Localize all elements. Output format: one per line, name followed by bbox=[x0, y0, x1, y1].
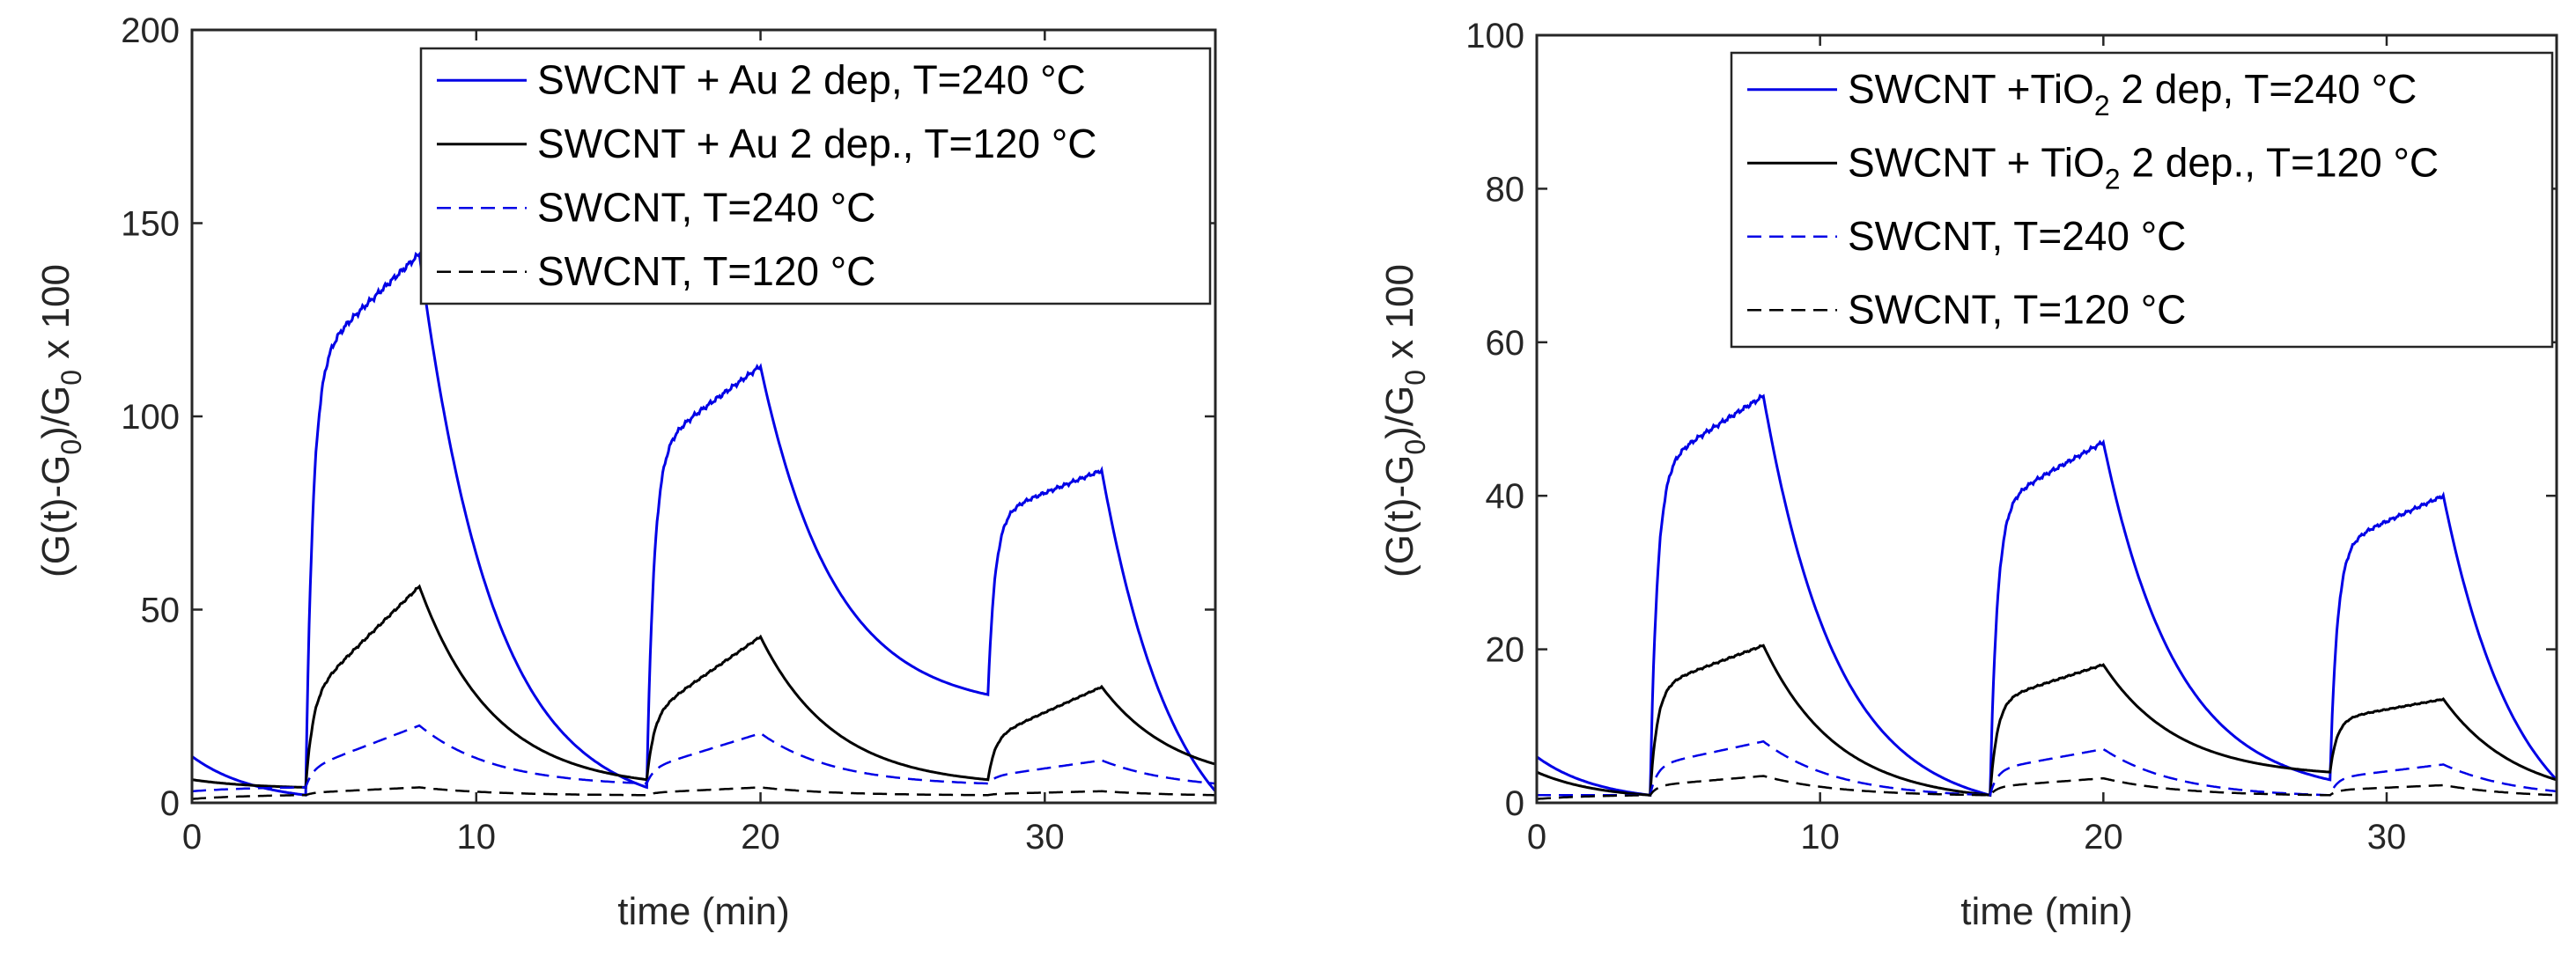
legend-entry: SWCNT + TiO2 2 dep., T=120 °C bbox=[1747, 139, 2439, 195]
x-tick-label: 0 bbox=[1527, 818, 1546, 857]
legend-label-post: 2 dep, T=240 °C bbox=[2110, 66, 2417, 112]
y-axis-label-sub1: 0 bbox=[55, 439, 87, 455]
y-tick-label: 80 bbox=[1486, 170, 1525, 209]
ticks-layer: 0 10 20 30 0 50 100 150 200 bbox=[121, 11, 1215, 857]
y-axis-label-mid: )/G bbox=[1378, 386, 1421, 439]
legend-entry: SWCNT, T=240 °C bbox=[1747, 213, 2186, 259]
legend-label: SWCNT, T=240 °C bbox=[537, 184, 875, 230]
y-tick-label: 50 bbox=[141, 592, 181, 630]
y-tick-label: 40 bbox=[1486, 477, 1525, 516]
x-tick-label: 20 bbox=[741, 818, 780, 857]
y-axis-label-mid: )/G bbox=[34, 386, 78, 439]
legend-entry: SWCNT + Au 2 dep., T=120 °C bbox=[437, 121, 1096, 166]
legend: SWCNT +TiO2 2 dep, T=240 °C SWCNT + TiO2… bbox=[1730, 51, 2554, 349]
y-tick-label: 200 bbox=[121, 11, 180, 50]
x-tick-label: 10 bbox=[457, 818, 497, 857]
series-line bbox=[1536, 393, 2558, 798]
y-axis-label-sub2: 0 bbox=[1399, 370, 1431, 386]
legend-label-text: SWCNT, T=240 °C bbox=[537, 184, 875, 230]
legend-entry: SWCNT, T=120 °C bbox=[1747, 286, 2186, 332]
legend-box bbox=[419, 47, 1212, 305]
series-line bbox=[191, 251, 1217, 797]
x-axis-label: time (min) bbox=[1960, 890, 2133, 933]
y-axis-label: (G(t)-G0)/G0 x 100 bbox=[1378, 264, 1431, 577]
legend-entry: SWCNT + Au 2 dep, T=240 °C bbox=[437, 56, 1086, 102]
y-axis-label-pre: (G(t)-G bbox=[1378, 455, 1421, 577]
ticks-layer: 0 10 20 30 0 20 40 60 80 100 bbox=[1465, 17, 2557, 857]
legend-label: SWCNT, T=120 °C bbox=[537, 248, 875, 294]
y-axis-label: (G(t)-G0)/G0 x 100 bbox=[34, 264, 87, 577]
y-tick-label: 0 bbox=[160, 784, 180, 823]
legend-label-sub: 2 bbox=[2094, 90, 2110, 121]
legend-box bbox=[1730, 51, 2554, 349]
legend-entry: SWCNT +TiO2 2 dep, T=240 °C bbox=[1747, 66, 2417, 121]
legend-label: SWCNT + Au 2 dep, T=240 °C bbox=[537, 56, 1086, 102]
y-axis-label-sub1: 0 bbox=[1399, 439, 1431, 455]
legend-label-text: SWCNT, T=240 °C bbox=[1848, 213, 2186, 259]
legend-label-text: SWCNT + Au 2 dep., T=120 °C bbox=[537, 121, 1096, 166]
legend-label-text: SWCNT, T=120 °C bbox=[537, 248, 875, 294]
legend-label-text: SWCNT + TiO bbox=[1848, 139, 2105, 185]
legend-label-sub: 2 bbox=[2105, 163, 2121, 195]
y-axis-label-post: x 100 bbox=[1378, 264, 1421, 370]
legend-label-text: SWCNT + Au 2 dep, T=240 °C bbox=[537, 56, 1086, 102]
legend-label: SWCNT +TiO2 2 dep, T=240 °C bbox=[1848, 66, 2417, 121]
series-line bbox=[1536, 775, 2558, 800]
y-axis-label-post: x 100 bbox=[34, 264, 78, 370]
y-tick-label: 150 bbox=[121, 205, 180, 244]
series-line bbox=[191, 786, 1215, 800]
series-line bbox=[191, 584, 1216, 789]
legend-label-text: SWCNT +TiO bbox=[1848, 66, 2094, 112]
x-tick-label: 0 bbox=[182, 818, 202, 857]
x-tick-label: 30 bbox=[2367, 818, 2407, 857]
x-axis-label: time (min) bbox=[617, 890, 790, 933]
plot-frame bbox=[1535, 33, 2558, 805]
series-line bbox=[1536, 643, 2558, 797]
legend-label-text: SWCNT, T=120 °C bbox=[1848, 286, 2186, 332]
series-layer bbox=[191, 251, 1217, 800]
legend-label: SWCNT + TiO2 2 dep., T=120 °C bbox=[1848, 139, 2439, 195]
legend: SWCNT + Au 2 dep, T=240 °C SWCNT + Au 2 … bbox=[419, 47, 1212, 305]
y-tick-label: 100 bbox=[121, 398, 180, 437]
legend-label: SWCNT, T=240 °C bbox=[1848, 213, 2186, 259]
series-line bbox=[1537, 739, 2558, 797]
series-line bbox=[191, 724, 1216, 793]
legend-entry: SWCNT, T=240 °C bbox=[437, 184, 875, 230]
y-tick-label: 100 bbox=[1465, 17, 1524, 55]
series-layer bbox=[1536, 393, 2558, 800]
y-tick-label: 0 bbox=[1505, 784, 1524, 823]
legend-label: SWCNT + Au 2 dep., T=120 °C bbox=[537, 121, 1096, 166]
x-tick-label: 20 bbox=[2084, 818, 2123, 857]
x-tick-label: 10 bbox=[1800, 818, 1840, 857]
legend-entry: SWCNT, T=120 °C bbox=[437, 248, 875, 294]
x-tick-label: 30 bbox=[1025, 818, 1065, 857]
y-tick-label: 60 bbox=[1486, 324, 1525, 363]
y-axis-label-sub2: 0 bbox=[55, 370, 87, 386]
y-tick-label: 20 bbox=[1486, 631, 1525, 670]
y-axis-label-pre: (G(t)-G bbox=[34, 455, 78, 577]
legend-label: SWCNT, T=120 °C bbox=[1848, 286, 2186, 332]
legend-label-post: 2 dep., T=120 °C bbox=[2121, 139, 2439, 185]
